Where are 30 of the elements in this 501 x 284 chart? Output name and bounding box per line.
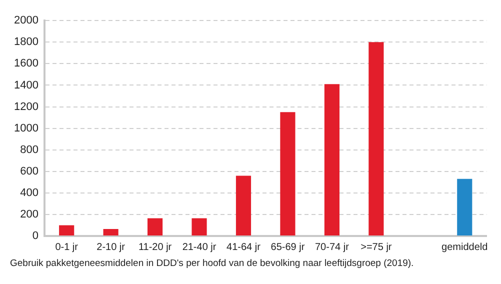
x-tick-label: 70-74 jr bbox=[314, 242, 350, 253]
x-tick-label: 21-40 jr bbox=[182, 242, 217, 253]
bar bbox=[457, 178, 472, 236]
y-tick-label: 1200 bbox=[14, 100, 38, 113]
bar bbox=[368, 42, 384, 236]
y-tick-label: 400 bbox=[20, 186, 38, 199]
x-tick-label: 41-64 jr bbox=[226, 242, 262, 253]
y-tick-label: 600 bbox=[20, 165, 38, 178]
x-tick-label: 2-10 jr bbox=[96, 242, 126, 253]
y-tick-label: 1800 bbox=[14, 36, 38, 48]
y-tick-label: 800 bbox=[20, 144, 38, 156]
y-tick-label: 0 bbox=[32, 230, 38, 242]
bar bbox=[324, 84, 340, 236]
x-tick-label: 0-1 jr bbox=[55, 242, 79, 253]
y-tick-label: 1000 bbox=[14, 122, 38, 134]
x-tick-label: 65-69 jr bbox=[270, 242, 306, 253]
bar bbox=[192, 218, 207, 236]
bar bbox=[236, 176, 252, 236]
y-tick-label: 200 bbox=[20, 208, 38, 220]
y-tick-label: 1600 bbox=[14, 58, 38, 70]
bar bbox=[280, 112, 296, 236]
x-tick-label: gemiddeld bbox=[442, 242, 488, 253]
bar bbox=[59, 225, 74, 236]
y-tick-label: 2000 bbox=[14, 14, 38, 27]
bar bbox=[103, 229, 118, 236]
y-tick-label: 1400 bbox=[14, 79, 38, 92]
x-tick-label: >=75 jr bbox=[360, 242, 392, 253]
x-tick-label: 11-20 jr bbox=[138, 242, 172, 253]
text: Gebruik pakketgeneesmiddelen in DDD's per hoofd van de bevolking naar leeftijdsgroep (2019). bbox=[10, 258, 415, 269]
bar bbox=[148, 218, 163, 236]
